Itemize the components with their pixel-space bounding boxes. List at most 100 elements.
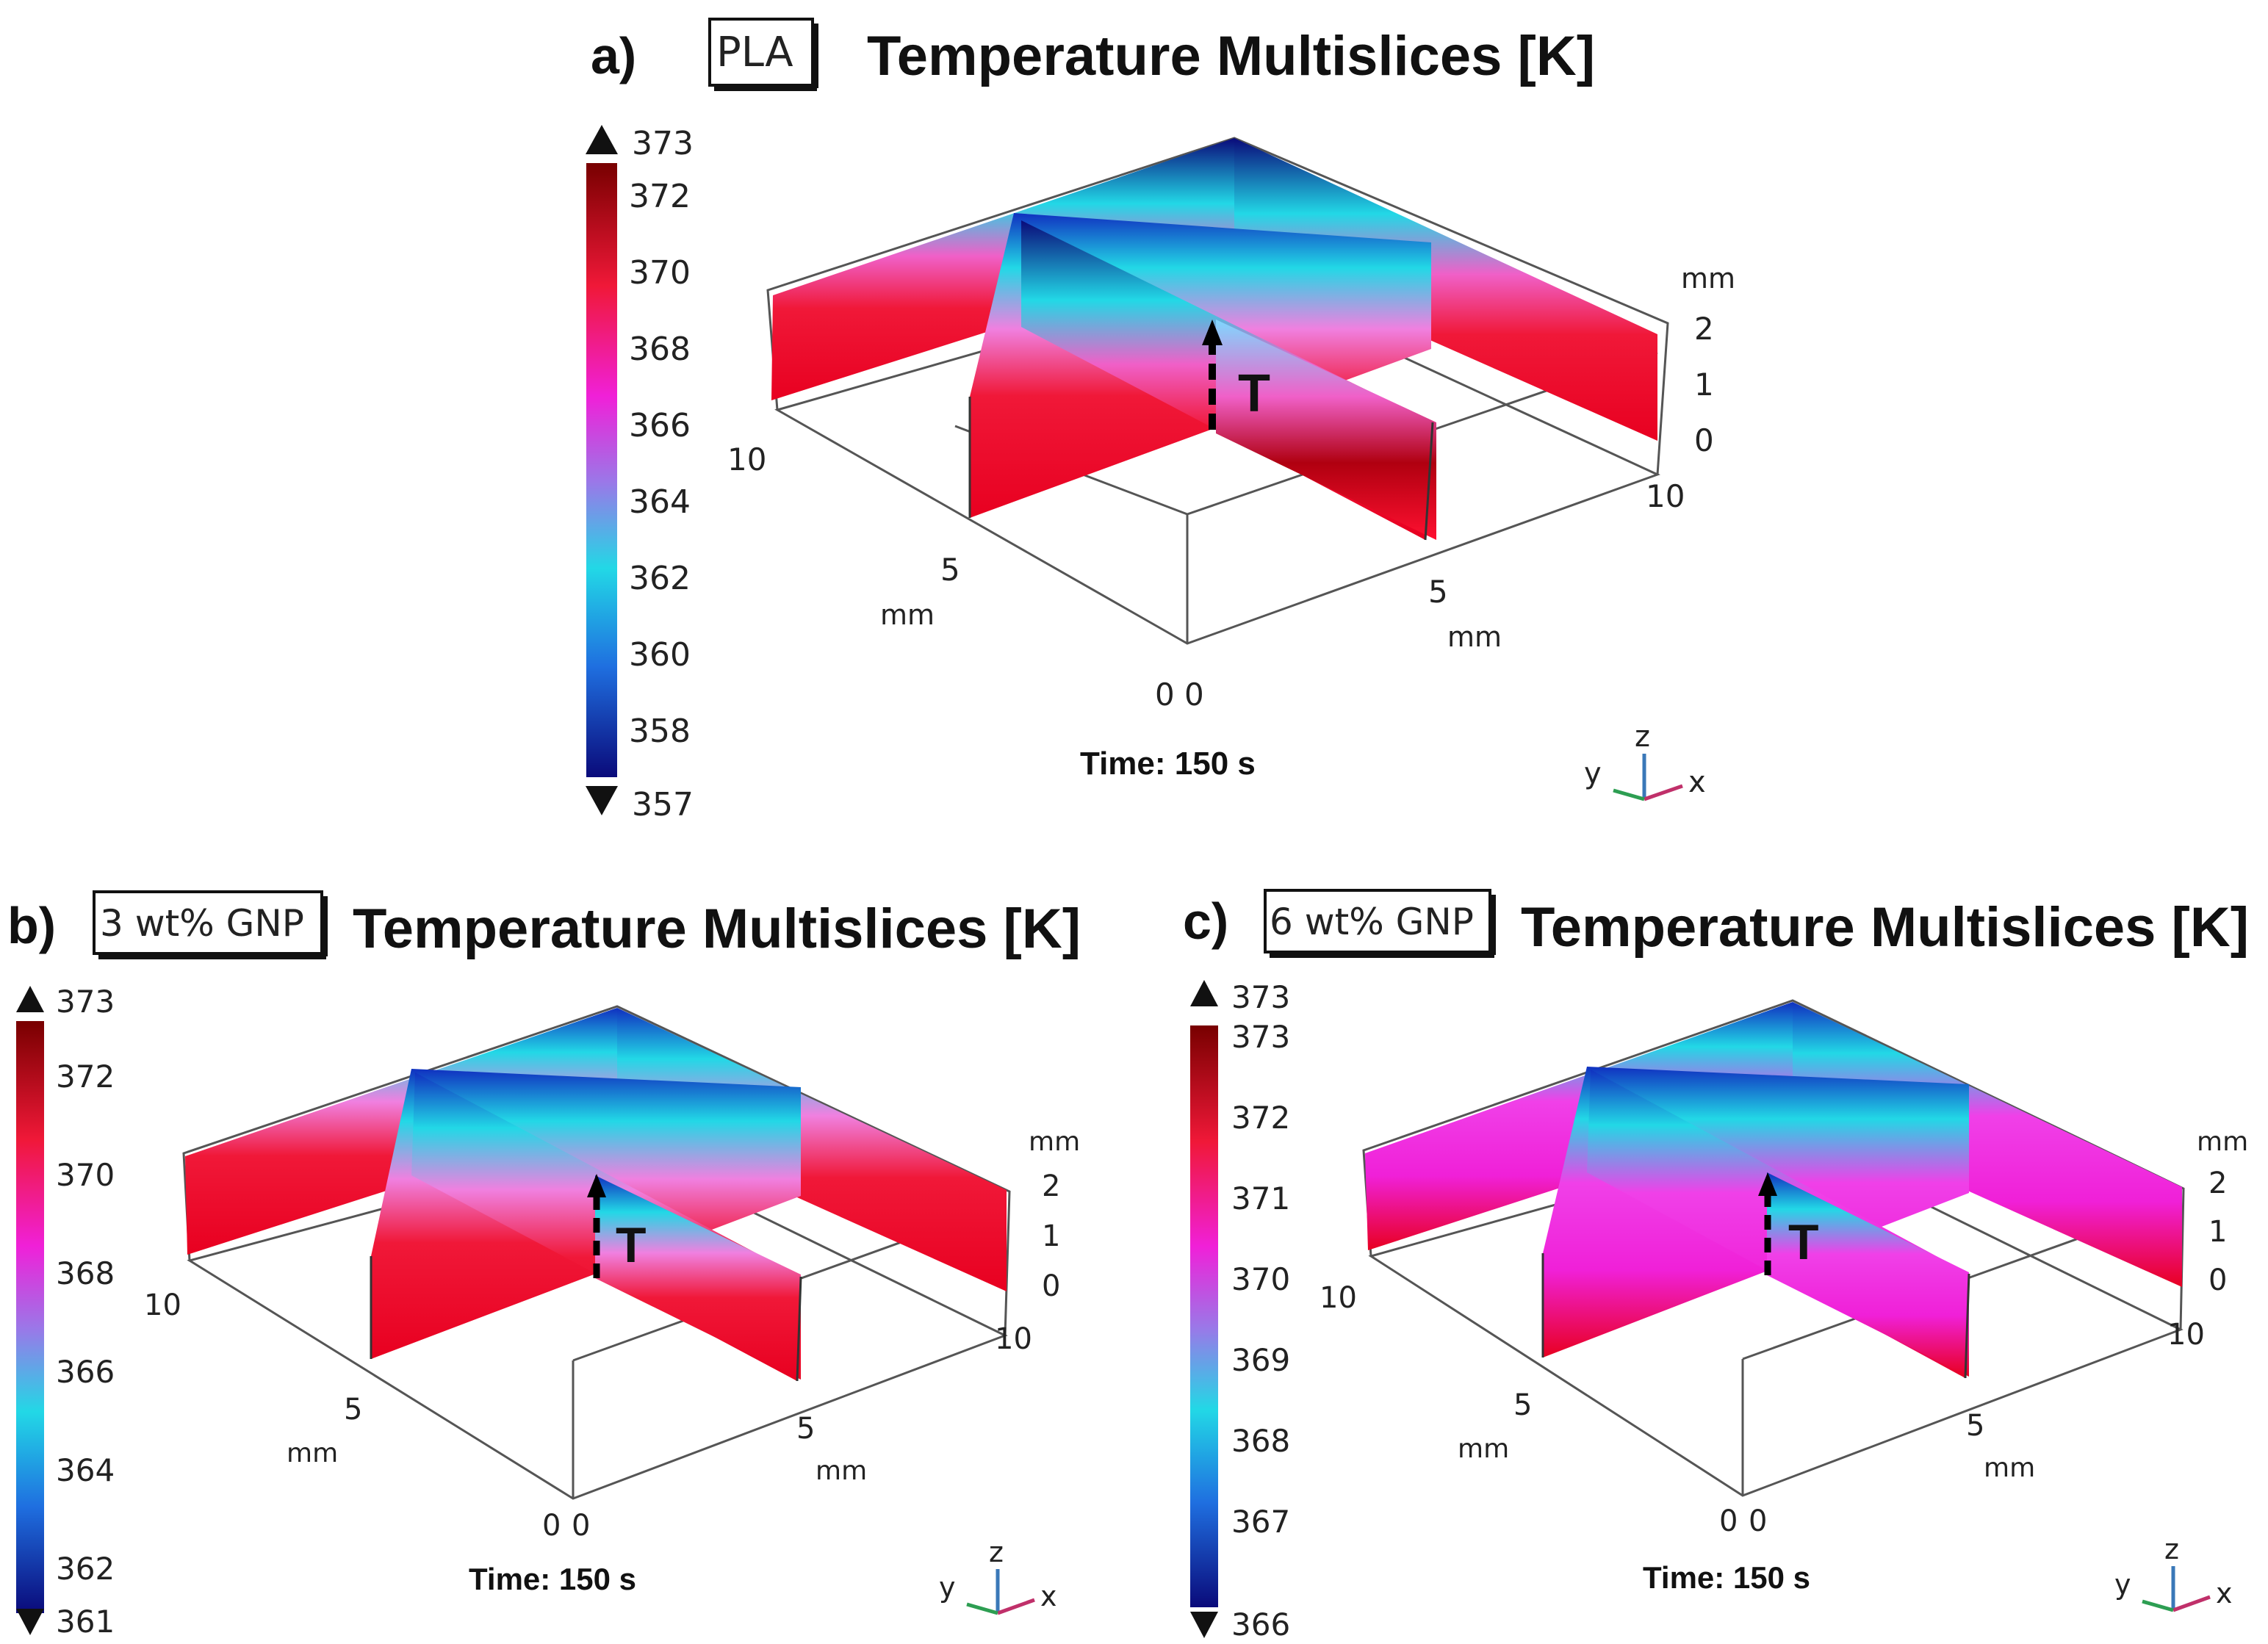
panel-a-slab-edge	[1424, 422, 1434, 541]
panel-b-z-tick: 2	[1042, 1169, 1060, 1203]
panel-b-colorbar-min-label: 361	[56, 1604, 115, 1640]
panel-b-y-unit: mm	[287, 1438, 338, 1468]
panel-a-material: PLA	[716, 29, 793, 76]
panel-c-slab-back-right	[1793, 1002, 2182, 1287]
panel-c-colorbar-tick: 373	[1231, 1019, 1290, 1055]
panel-c-plot: T 10 5 mm 0 0 5 mm 10 mm 2 1 0	[1320, 999, 2248, 1538]
panel-a-triad-x: x	[1688, 765, 1706, 799]
panel-c-x-tick: 5	[1966, 1409, 1984, 1443]
panel-b-colorbar-max-arrow	[16, 986, 44, 1012]
panel-b-plot: T 10 5 mm 0 0 5 mm 10 mm 2 1 0	[144, 1005, 1080, 1543]
panel-a-colorbar-tick: 360	[629, 636, 691, 674]
panel-a-colorbar-tick: 362	[629, 560, 691, 597]
panel-a-colorbar-gradient	[586, 163, 617, 777]
panel-a-plot: T 10 5 mm 0 0 5 mm 10 mm 2 1 0	[727, 137, 1735, 713]
panel-c-colorbar-min-label: 366	[1231, 1607, 1290, 1643]
panel-a-colorbar-min-arrow	[586, 786, 618, 815]
panel-b-z-tick: 0	[1042, 1269, 1060, 1303]
panel-a-marker: T	[1238, 364, 1270, 423]
panel-a-triad-x-axis	[1644, 784, 1683, 801]
panel-b-y-tick: 0	[542, 1509, 561, 1543]
panel-b-colorbar-gradient	[16, 1021, 44, 1613]
panel-a-letter: a)	[591, 27, 636, 84]
panel-b-marker: T	[616, 1217, 647, 1273]
panel-b-triad-x-axis	[997, 1598, 1035, 1615]
panel-b-triad-y: y	[939, 1571, 956, 1604]
panel-c-y-tick: 10	[1320, 1281, 1357, 1315]
panel-a-colorbar-tick: 368	[629, 331, 691, 368]
panel-c-colorbar-tick: 370	[1231, 1261, 1290, 1297]
panel-c-z-tick: 2	[2208, 1167, 2227, 1200]
panel-a-colorbar: 373 357 372 370 368 366 364 362 360 358	[586, 125, 694, 823]
panel-c-colorbar-max-arrow	[1190, 980, 1218, 1006]
panel-b-title: Temperature Multislices [K]	[353, 898, 1081, 960]
panel-c-material: 6 wt% GNP	[1270, 901, 1474, 943]
panel-c-triad-y-axis	[2142, 1599, 2174, 1612]
panel-b-letter: b)	[7, 897, 56, 954]
panel-c-triad-y: y	[2114, 1568, 2131, 1601]
panel-c-colorbar-gradient	[1190, 1025, 1218, 1607]
panel-c-slab-edge	[1964, 1273, 1970, 1379]
panel-b-colorbar-tick: 366	[56, 1354, 115, 1390]
panel-a-axis-triad: z x y	[1584, 720, 1706, 801]
panel-b-axis-triad: z x y	[939, 1536, 1057, 1615]
panel-c-z-unit: mm	[2197, 1127, 2248, 1157]
panel-c-z-tick: 0	[2208, 1263, 2227, 1297]
panel-a-y-tick: 5	[940, 552, 960, 588]
panel-b-marker-arrow	[587, 1174, 606, 1197]
panel-c-axis-triad: z x y	[2114, 1533, 2233, 1612]
panel-b-colorbar-tick: 364	[56, 1452, 115, 1488]
panel-c-colorbar-tick: 368	[1231, 1423, 1290, 1459]
panel-b-x-tick: 5	[796, 1412, 815, 1446]
panel-b-colorbar-max-label: 373	[56, 984, 115, 1020]
panel-b-colorbar-tick: 362	[56, 1551, 115, 1587]
panel-a-x-tick: 10	[1646, 478, 1685, 514]
panel-a-colorbar-tick: 366	[629, 407, 691, 444]
panel-c: c) 6 wt% GNP Temperature Multislices [K]…	[1183, 889, 2249, 1643]
panel-c-title: Temperature Multislices [K]	[1521, 896, 2249, 959]
panel-c-slab-center-front	[1767, 1172, 1969, 1377]
panel-a-slab-center-front	[1216, 320, 1436, 540]
panel-a-x-tick: 0	[1184, 677, 1204, 713]
panel-a-colorbar-max-label: 373	[632, 125, 694, 162]
panel-a-slab-back-right	[1234, 138, 1657, 441]
panel-a-z-tick: 1	[1694, 367, 1714, 403]
panel-c-triad-z: z	[2164, 1533, 2179, 1565]
panel-b-material: 3 wt% GNP	[100, 902, 304, 945]
panel-b-colorbar-tick: 372	[56, 1059, 115, 1095]
panel-b-y-tick: 10	[144, 1288, 181, 1322]
panel-c-marker-arrow	[1758, 1172, 1777, 1196]
panel-c-y-unit: mm	[1458, 1434, 1509, 1464]
panel-b-slab-edge	[796, 1276, 802, 1382]
panel-a-triad-y: y	[1584, 757, 1602, 790]
panel-c-colorbar-tick: 371	[1231, 1180, 1290, 1216]
panel-a-y-tick: 0	[1155, 677, 1175, 713]
panel-c-colorbar-tick: 369	[1231, 1342, 1290, 1378]
panel-c-colorbar-tick: 367	[1231, 1504, 1290, 1540]
panel-b-z-tick: 1	[1042, 1219, 1060, 1253]
panel-c-letter: c)	[1183, 893, 1228, 950]
panel-b-z-unit: mm	[1029, 1127, 1080, 1157]
panel-c-x-tick: 0	[1749, 1504, 1767, 1538]
panel-c-colorbar-tick: 372	[1231, 1100, 1290, 1136]
panel-a-colorbar-tick: 372	[629, 178, 691, 215]
panel-b-slab-center-front	[595, 1175, 801, 1380]
panel-a-z-unit: mm	[1681, 262, 1735, 295]
panel-b-colorbar-tick: 370	[56, 1157, 115, 1193]
panel-b-y-tick: 5	[344, 1393, 362, 1427]
panel-a-colorbar-tick: 370	[629, 254, 691, 292]
panel-a-colorbar-min-label: 357	[632, 786, 694, 823]
panel-b-box-top	[182, 1005, 1011, 1336]
panel-a-time: Time: 150 s	[1080, 746, 1256, 782]
panel-c-colorbar-min-arrow	[1190, 1612, 1218, 1638]
panel-a-material-box	[708, 18, 814, 87]
panel-a-colorbar-tick: 364	[629, 483, 691, 521]
panel-a-colorbar-tick: 358	[629, 713, 691, 750]
panel-c-colorbar: 373 366 373 372 371 370 369 368 367	[1190, 979, 1290, 1643]
panel-b-x-tick: 0	[572, 1509, 590, 1543]
panel-c-y-tick: 5	[1513, 1388, 1532, 1422]
panel-b-colorbar-tick: 368	[56, 1255, 115, 1291]
panel-c-z-tick: 1	[2208, 1215, 2227, 1249]
panel-b-triad-z: z	[989, 1536, 1004, 1568]
